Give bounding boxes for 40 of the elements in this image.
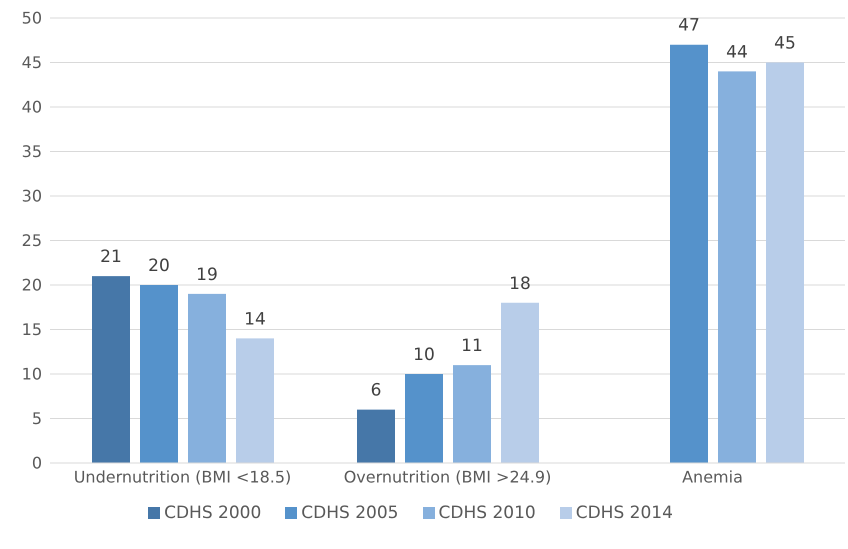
bar bbox=[453, 365, 491, 463]
y-tick-label: 10 bbox=[22, 364, 42, 384]
bar bbox=[766, 62, 804, 463]
y-tick-label: 50 bbox=[22, 8, 42, 28]
bar bbox=[92, 276, 130, 463]
data-label: 6 bbox=[370, 380, 382, 401]
data-label: 45 bbox=[774, 34, 796, 54]
data-label: 10 bbox=[413, 345, 435, 365]
legend-label: CDHS 2010 bbox=[438, 503, 536, 523]
y-tick-label: 30 bbox=[22, 186, 42, 206]
data-label: 19 bbox=[196, 264, 218, 285]
y-tick-label: 35 bbox=[22, 142, 42, 162]
data-label: 18 bbox=[509, 274, 531, 294]
bar bbox=[140, 285, 178, 463]
bar bbox=[405, 374, 443, 463]
data-label: 47 bbox=[678, 16, 700, 36]
legend-label: CDHS 2014 bbox=[576, 503, 673, 523]
y-tick-label: 45 bbox=[22, 53, 42, 72]
bar bbox=[357, 410, 395, 463]
x-tick-label: Undernutrition (BMI <18.5) bbox=[74, 467, 292, 486]
legend-label: CDHS 2000 bbox=[164, 503, 262, 523]
y-tick-label: 20 bbox=[22, 276, 42, 295]
data-label: 44 bbox=[726, 42, 748, 62]
y-tick-label: 15 bbox=[22, 320, 42, 340]
y-tick-label: 5 bbox=[32, 409, 42, 428]
data-label: 21 bbox=[100, 247, 122, 268]
bar bbox=[670, 44, 708, 463]
bar bbox=[236, 338, 274, 463]
y-tick-label: 0 bbox=[32, 454, 42, 473]
data-label: 20 bbox=[148, 256, 170, 276]
data-label: 11 bbox=[461, 336, 483, 356]
data-label: 14 bbox=[244, 309, 266, 330]
y-tick-label: 25 bbox=[22, 231, 42, 250]
bar bbox=[501, 302, 539, 463]
legend-label: CDHS 2005 bbox=[301, 503, 398, 523]
bar bbox=[188, 294, 226, 463]
bar bbox=[718, 71, 756, 463]
x-tick-label: Anemia bbox=[682, 467, 743, 486]
x-tick-label: Overnutrition (BMI >24.9) bbox=[344, 467, 552, 486]
y-tick-label: 40 bbox=[22, 98, 42, 117]
